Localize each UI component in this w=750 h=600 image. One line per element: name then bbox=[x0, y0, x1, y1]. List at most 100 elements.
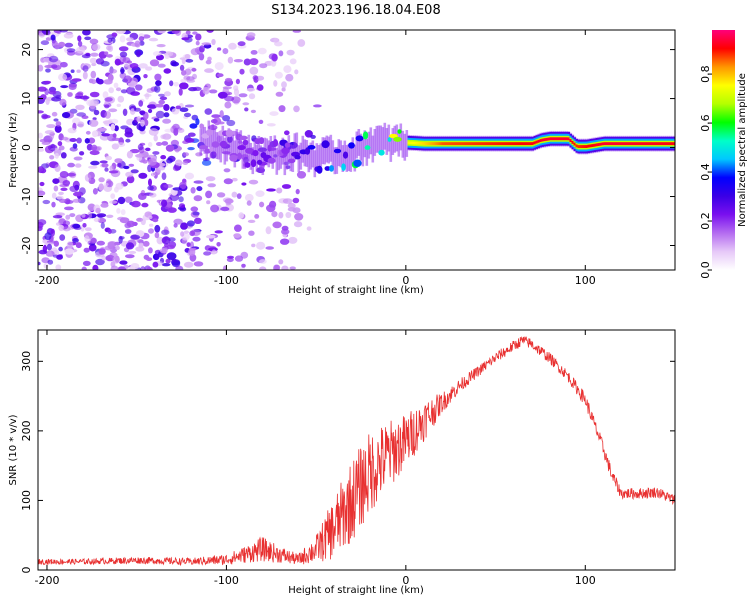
spectrogram-speckle bbox=[294, 69, 299, 75]
colorbar-tick-label: 0.8 bbox=[699, 65, 712, 83]
spectrogram-speckle bbox=[249, 66, 259, 75]
spectrogram-speckle bbox=[293, 221, 303, 228]
spectrogram-speckle bbox=[248, 230, 255, 236]
spectrogram-speckle bbox=[204, 108, 213, 115]
spectrogram-ridge-core bbox=[593, 143, 597, 147]
spectrogram-speckle bbox=[58, 41, 66, 48]
colorbar-tick-label: 0.2 bbox=[699, 212, 712, 230]
spectrogram-speckle bbox=[65, 214, 71, 220]
spectrogram-speckle bbox=[166, 252, 177, 260]
spectrogram-speckle bbox=[107, 38, 113, 43]
spectrogram-ridge-halo bbox=[233, 140, 237, 168]
spectrogram-ridge-core bbox=[643, 142, 647, 146]
spectrogram-speckle bbox=[175, 159, 183, 167]
spectrogram-speckle bbox=[59, 30, 69, 33]
spectrogram-ridge-core bbox=[577, 145, 581, 148]
spectrogram-speckle bbox=[38, 64, 44, 72]
spectrogram-speckle bbox=[56, 195, 64, 200]
spectrogram-ridge-blob bbox=[267, 144, 272, 152]
spectrogram-speckle bbox=[51, 192, 57, 199]
spectrogram-ridge-core bbox=[459, 142, 463, 146]
spectrogram-speckle bbox=[178, 196, 184, 203]
spectrogram-speckle bbox=[228, 42, 237, 50]
spectrogram-speckle bbox=[211, 249, 217, 255]
spectrogram-ridge-blob bbox=[287, 158, 296, 164]
spectrogram-speckle bbox=[86, 99, 95, 107]
spectrogram-speckle bbox=[259, 201, 265, 208]
spectrogram-speckle bbox=[93, 109, 100, 116]
spectrogram-speckle bbox=[109, 200, 118, 204]
spectrogram-speckle bbox=[286, 49, 295, 56]
spectrogram-ridge-core bbox=[629, 142, 633, 146]
spectrogram-ridge-halo bbox=[347, 144, 351, 171]
spectrogram-ridge-core bbox=[435, 142, 439, 146]
spectrogram-ridge-core bbox=[413, 141, 417, 145]
spectrogram-speckle bbox=[161, 141, 169, 146]
spectrogram-speckle bbox=[164, 54, 170, 59]
spectrogram-speckle bbox=[69, 213, 76, 218]
spectrogram-speckle bbox=[138, 36, 145, 42]
spectrogram-speckle bbox=[120, 209, 126, 216]
spectrogram-ridge-core bbox=[625, 142, 629, 146]
spectrogram-ridge-core bbox=[591, 144, 595, 147]
spectrogram-speckle bbox=[163, 112, 170, 118]
spectrogram-ridge-core bbox=[657, 142, 661, 146]
spectrogram-ridge-core bbox=[609, 142, 613, 146]
spectrogram-speckle bbox=[67, 127, 77, 134]
spectrogram-ridge-halo bbox=[237, 132, 241, 160]
spectrogram-speckle bbox=[47, 259, 54, 265]
spectrogram-speckle bbox=[39, 138, 49, 143]
spectrogram-speckle bbox=[275, 91, 284, 97]
spectrogram-ridge-halo bbox=[383, 122, 387, 150]
spectrogram-ridge-halo bbox=[283, 148, 287, 176]
spectrogram-ridge-halo bbox=[399, 123, 403, 151]
spectrogram-speckle bbox=[84, 36, 92, 41]
spectrogram-speckle bbox=[72, 198, 81, 203]
spectrogram-speckle bbox=[60, 152, 67, 159]
spectrogram-ridge-core bbox=[599, 142, 603, 146]
spectrogram-speckle bbox=[157, 30, 167, 34]
spectrogram-ridge-halo bbox=[351, 137, 355, 165]
spectrogram-speckle bbox=[119, 35, 126, 43]
spectrogram-ridge-halo bbox=[203, 126, 207, 154]
spectrogram-ridge-blob bbox=[245, 147, 254, 154]
spectrogram-ridge-blob bbox=[294, 155, 301, 160]
spectrogram-y-tick-label: -20 bbox=[20, 237, 33, 255]
spectrogram-speckle bbox=[45, 68, 51, 73]
spectrogram-speckle bbox=[179, 107, 189, 112]
spectrogram-speckle bbox=[184, 172, 195, 180]
spectrogram-ridge-core bbox=[549, 137, 553, 141]
spectrogram-speckle bbox=[310, 134, 316, 139]
spectrogram-speckle bbox=[103, 79, 113, 85]
spectrogram-ridge-halo bbox=[291, 145, 295, 172]
spectrogram-x-tick-label: 100 bbox=[575, 274, 596, 287]
spectrogram-ridge-blob bbox=[307, 145, 316, 150]
spectrogram-speckle bbox=[79, 151, 85, 156]
spectrogram-ridge-core bbox=[613, 142, 617, 146]
spectrogram-speckle bbox=[210, 119, 218, 124]
spectrogram-speckle bbox=[276, 187, 283, 194]
spectrogram-ridge-core bbox=[533, 141, 537, 145]
spectrogram-ridge-core bbox=[621, 142, 625, 146]
spectrogram-x-tick-label: 0 bbox=[402, 274, 409, 287]
spectrogram-speckle bbox=[104, 111, 111, 119]
spectrogram-ridge-blob bbox=[267, 157, 276, 164]
spectrogram-ridge-halo bbox=[327, 136, 331, 164]
spectrogram-ridge-core bbox=[567, 137, 571, 141]
spectrogram-speckle bbox=[40, 40, 50, 46]
spectrogram-speckle bbox=[95, 258, 105, 266]
spectrogram-ridge-halo bbox=[345, 145, 349, 172]
spectrogram-speckle bbox=[190, 48, 200, 56]
spectrogram-ridge-core bbox=[525, 142, 529, 146]
spectrogram-speckle bbox=[130, 263, 140, 270]
spectrogram-speckle bbox=[115, 182, 124, 190]
spectrogram-ridge-core bbox=[519, 142, 523, 146]
spectrogram-speckle bbox=[54, 125, 62, 133]
spectrogram-ridge-blob bbox=[362, 131, 369, 140]
spectrogram-ridge-core bbox=[535, 140, 539, 144]
spectrogram-speckle bbox=[148, 178, 152, 187]
spectrogram-ridge-blob bbox=[321, 140, 330, 149]
spectrogram-speckle bbox=[97, 127, 107, 132]
spectrogram-speckle bbox=[97, 217, 107, 224]
